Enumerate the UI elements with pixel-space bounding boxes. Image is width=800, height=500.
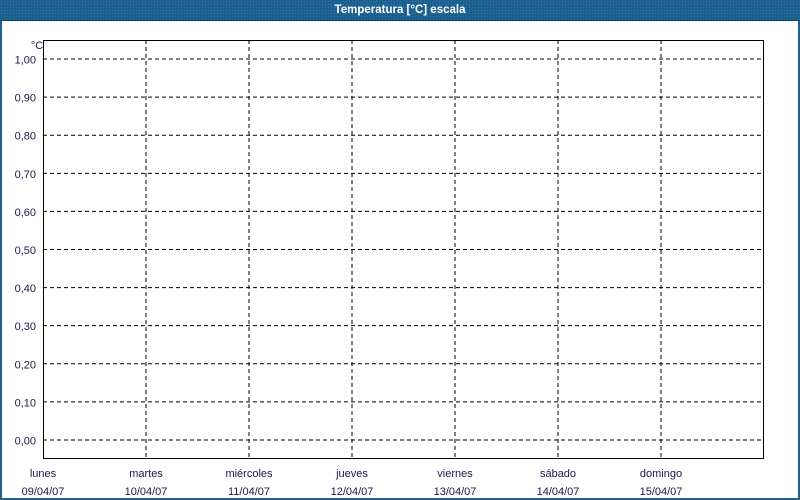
svg-text:domingo: domingo [640, 468, 682, 480]
svg-text:martes: martes [129, 468, 163, 480]
svg-text:0,60: 0,60 [15, 207, 36, 219]
svg-text:jueves: jueves [335, 468, 368, 480]
svg-text:0,00: 0,00 [15, 435, 36, 447]
svg-text:1,00: 1,00 [15, 55, 36, 67]
svg-text:14/04/07: 14/04/07 [537, 486, 580, 498]
svg-text:lunes: lunes [30, 468, 57, 480]
svg-text:0,30: 0,30 [15, 321, 36, 333]
svg-text:10/04/07: 10/04/07 [125, 486, 168, 498]
svg-text:15/04/07: 15/04/07 [640, 486, 683, 498]
svg-text:°C: °C [31, 40, 43, 52]
svg-text:0,70: 0,70 [15, 169, 36, 181]
svg-text:0,10: 0,10 [15, 397, 36, 409]
svg-text:0,40: 0,40 [15, 283, 36, 295]
svg-text:miércoles: miércoles [225, 468, 273, 480]
svg-text:0,80: 0,80 [15, 131, 36, 143]
svg-text:viernes: viernes [437, 468, 473, 480]
svg-text:0,90: 0,90 [15, 93, 36, 105]
svg-text:13/04/07: 13/04/07 [434, 486, 477, 498]
svg-text:11/04/07: 11/04/07 [228, 486, 270, 498]
svg-text:sábado: sábado [540, 468, 576, 480]
svg-text:12/04/07: 12/04/07 [331, 486, 374, 498]
svg-text:0,20: 0,20 [15, 359, 36, 371]
svg-text:0,50: 0,50 [15, 245, 36, 257]
svg-text:09/04/07: 09/04/07 [22, 486, 65, 498]
